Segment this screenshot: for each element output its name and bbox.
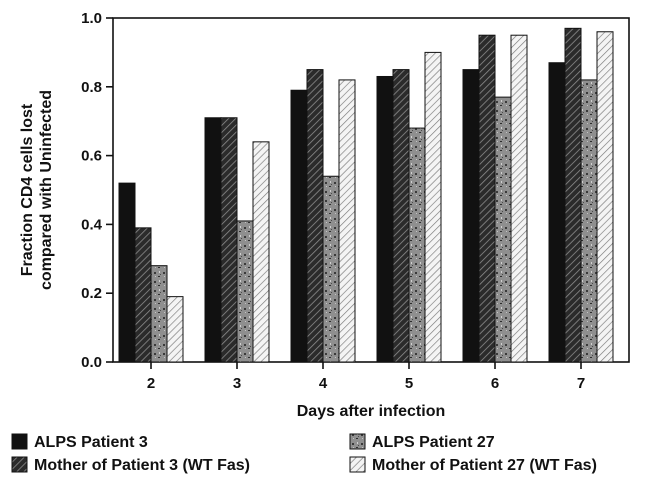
legend-swatch (11, 456, 28, 473)
bar (236, 220, 254, 363)
legend-swatch (11, 433, 28, 450)
y-tick-label: 1.0 (81, 10, 102, 27)
legend-label: Mother of Patient 3 (WT Fas) (34, 457, 250, 474)
bar (376, 75, 394, 363)
y-axis-label-line-2: compared with Uninfected (38, 90, 55, 290)
x-tick-label: 6 (491, 375, 499, 392)
bar (392, 69, 410, 363)
bar (494, 96, 512, 363)
y-axis-label-line-1: Fraction CD4 cells lost (19, 103, 36, 276)
legend-label: ALPS Patient 3 (34, 434, 148, 451)
legend-swatch (349, 456, 366, 473)
bar (338, 79, 356, 363)
plot-area (112, 17, 630, 363)
bar (510, 34, 528, 363)
y-tick-label: 0.6 (81, 148, 102, 165)
y-tick-label: 0.4 (81, 216, 103, 233)
x-tick-label: 4 (319, 375, 328, 392)
bar (424, 51, 442, 363)
y-tick-label: 0.0 (81, 354, 102, 371)
bar (580, 79, 598, 363)
bar (166, 296, 184, 363)
plot-border (112, 17, 630, 363)
y-tick-label: 0.2 (81, 285, 102, 302)
bar (548, 62, 566, 363)
x-axis-label: Days after infection (297, 403, 445, 420)
bar (462, 69, 480, 363)
bars (118, 27, 614, 363)
bar (322, 175, 340, 363)
x-tick-label: 2 (147, 375, 155, 392)
bar (118, 182, 136, 363)
x-tick-label: 5 (405, 375, 413, 392)
bar (204, 117, 222, 363)
y-tick-label: 0.8 (81, 79, 102, 96)
bar (478, 34, 496, 363)
bar (150, 265, 168, 363)
bar (290, 89, 308, 363)
y-axis-label: Fraction CD4 cells lost compared with Un… (19, 90, 55, 290)
bar (564, 27, 582, 363)
bar (252, 141, 270, 363)
y-axis: 0.0 0.2 0.4 0.6 0.8 1.0 (81, 10, 113, 371)
legend-swatch (349, 433, 366, 450)
x-tick-label: 7 (577, 375, 585, 392)
bar (306, 69, 324, 363)
bar (220, 117, 238, 363)
bar (134, 227, 152, 363)
x-tick-label: 3 (233, 375, 241, 392)
bar (408, 127, 426, 363)
legend-label: Mother of Patient 27 (WT Fas) (372, 457, 597, 474)
legend: ALPS Patient 3 ALPS Patient 27 Mother of P… (11, 433, 597, 474)
legend-label: ALPS Patient 27 (372, 434, 495, 451)
bar (596, 31, 614, 363)
x-axis: 2 3 4 5 6 7 (147, 362, 585, 392)
